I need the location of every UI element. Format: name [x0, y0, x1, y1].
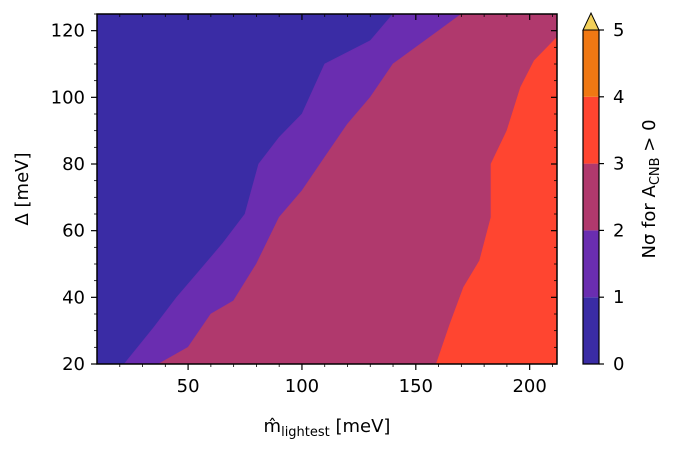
region-3 — [435, 36, 557, 364]
colorbar-label: Nσ for ACNB > 0 — [639, 119, 663, 258]
colorbar: 0 1 2 3 4 5 — [582, 11, 624, 375]
y-tick-label: 100 — [51, 87, 85, 108]
colorbar-tick-label: 3 — [613, 154, 624, 175]
y-tick-label: 60 — [62, 221, 85, 242]
x-tick-label: 200 — [512, 376, 546, 397]
colorbar-tick-label: 1 — [613, 287, 624, 308]
y-tick-label: 120 — [51, 21, 85, 42]
minor-ticks — [94, 13, 557, 367]
x-tick-label: 150 — [399, 376, 433, 397]
colorbar-tick-label: 0 — [613, 354, 624, 375]
colorbar-segment — [583, 230, 599, 298]
x-tick-label: 50 — [177, 376, 200, 397]
region-2 — [157, 14, 557, 364]
colorbar-frame — [582, 30, 600, 365]
y-tick-label: 40 — [62, 287, 85, 308]
y-axis: 20 40 60 80 100 120 — [51, 21, 557, 375]
plot-frame — [96, 13, 558, 365]
colorbar-tick-label: 5 — [613, 20, 624, 41]
y-axis-label: Δ [meV] — [12, 152, 33, 225]
x-axis: 50 100 150 200 — [177, 14, 547, 397]
colorbar-extend-triangle — [582, 11, 600, 31]
x-tick-label: 100 — [285, 376, 319, 397]
colorbar-segment — [583, 96, 599, 164]
colorbar-segment — [583, 297, 599, 364]
contour-regions — [97, 14, 557, 364]
y-tick-label: 20 — [62, 354, 85, 375]
colorbar-segment — [583, 163, 599, 231]
colorbar-tick-label: 4 — [613, 87, 624, 108]
colorbar-segment — [583, 30, 599, 97]
colorbar-tick-label: 2 — [613, 220, 624, 241]
x-axis-label: m̂lightest [meV] — [264, 416, 391, 440]
y-tick-label: 80 — [62, 154, 85, 175]
